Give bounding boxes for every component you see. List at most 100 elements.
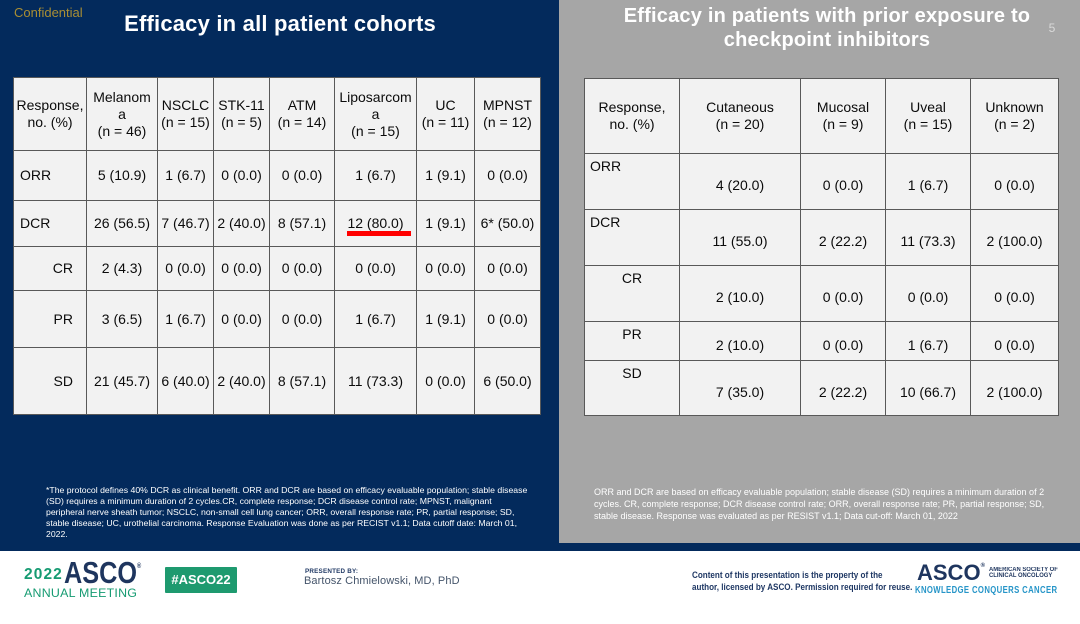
table-cell: 1 (9.1) [416, 150, 475, 201]
table-cell: 0 (0.0) [800, 321, 886, 361]
table-cell: 2 (22.2) [800, 209, 886, 266]
header-cell: Cutaneous (n = 20) [679, 78, 801, 154]
table-cell: 0 (0.0) [885, 265, 971, 322]
presenter-name: Bartosz Chmielowski, MD, PhD [304, 575, 460, 587]
table-cell: 6 (50.0) [474, 347, 541, 415]
table-row: CR 2 (4.3) 0 (0.0) 0 (0.0) 0 (0.0) 0 (0.… [13, 246, 541, 291]
table-cell: 0 (0.0) [269, 246, 335, 291]
header-cell: NSCLC (n = 15) [157, 77, 214, 151]
header-cell: UC (n = 11) [416, 77, 475, 151]
table-cell: 0 (0.0) [970, 321, 1059, 361]
table-cell: 1 (6.7) [157, 290, 214, 348]
table-cell: 10 (66.7) [885, 360, 971, 416]
header-cell: Liposarcom a (n = 15) [334, 77, 417, 151]
header-cell: MPNST (n = 12) [474, 77, 541, 151]
asco-society-logo-text: ASCO [917, 560, 981, 585]
right-footnote: ORR and DCR are based on efficacy evalua… [594, 487, 1045, 521]
all-cohorts-table: Response, no. (%) Melanom a (n = 46) NSC… [13, 77, 541, 415]
table-cell: 11 (73.3) [334, 347, 417, 415]
table-row: DCR 26 (56.5) 7 (46.7) 2 (40.0) 8 (57.1)… [13, 200, 541, 247]
table-cell: 0 (0.0) [269, 150, 335, 201]
footer: 2022 ASCO® ANNUAL MEETING #ASCO22 PRESEN… [0, 551, 1080, 624]
table-cell: 1 (9.1) [416, 200, 475, 247]
registered-mark: ® [137, 563, 142, 570]
left-panel-title: Efficacy in all patient cohorts [124, 11, 436, 36]
row-label: DCR [13, 200, 87, 247]
copyright-notice: Content of this presentation is the prop… [692, 570, 913, 592]
table-cell: 0 (0.0) [213, 246, 270, 291]
table-header-row: Response, no. (%) Cutaneous (n = 20) Muc… [584, 78, 1059, 154]
table-cell: 6 (40.0) [157, 347, 214, 415]
right-panel-title: Efficacy in patients with prior exposure… [623, 5, 1031, 51]
table-cell: 4 (20.0) [679, 153, 801, 210]
table-cell: 11 (55.0) [679, 209, 801, 266]
table-cell: 0 (0.0) [970, 265, 1059, 322]
table-cell: 0 (0.0) [474, 150, 541, 201]
table-cell: 7 (35.0) [679, 360, 801, 416]
left-footnote: *The protocol defines 40% DCR as clinica… [46, 485, 528, 540]
table-cell: 1 (6.7) [157, 150, 214, 201]
asco-meeting-logo-text: ASCO [64, 555, 138, 590]
table-cell: 3 (6.5) [86, 290, 158, 348]
row-label: CR [13, 246, 87, 291]
row-label: ORR [584, 153, 680, 210]
header-cell: Melanom a (n = 46) [86, 77, 158, 151]
table-cell: 11 (73.3) [885, 209, 971, 266]
table-cell: 0 (0.0) [474, 290, 541, 348]
header-cell: Unknown (n = 2) [970, 78, 1059, 154]
table-cell: 0 (0.0) [800, 153, 886, 210]
header-cell: Uveal (n = 15) [885, 78, 971, 154]
header-cell: STK-11 (n = 5) [213, 77, 270, 151]
table-cell: 0 (0.0) [334, 246, 417, 291]
table-cell: 1 (6.7) [885, 153, 971, 210]
table-row: PR 2 (10.0) 0 (0.0) 1 (6.7) 0 (0.0) [584, 321, 1059, 361]
table-cell: 1 (6.7) [885, 321, 971, 361]
table-cell: 0 (0.0) [213, 150, 270, 201]
table-cell: 0 (0.0) [970, 153, 1059, 210]
asco-society-logo: ASCO® [917, 560, 985, 586]
table-cell: 1 (9.1) [416, 290, 475, 348]
row-label: DCR [584, 209, 680, 266]
table-row: ORR 5 (10.9) 1 (6.7) 0 (0.0) 0 (0.0) 1 (… [13, 150, 541, 201]
header-cell: Mucosal (n = 9) [800, 78, 886, 154]
table-cell: 2 (100.0) [970, 209, 1059, 266]
table-cell: 2 (10.0) [679, 265, 801, 322]
row-label: SD [584, 360, 680, 416]
presented-by-label: PRESENTED BY: [305, 568, 359, 575]
table-cell: 0 (0.0) [416, 246, 475, 291]
table-row: SD 7 (35.0) 2 (22.2) 10 (66.7) 2 (100.0) [584, 360, 1059, 416]
table-cell: 2 (22.2) [800, 360, 886, 416]
header-cell: Response, no. (%) [13, 77, 87, 151]
table-row: SD 21 (45.7) 6 (40.0) 2 (40.0) 8 (57.1) … [13, 347, 541, 415]
table-cell: 5 (10.9) [86, 150, 158, 201]
table-cell: 0 (0.0) [157, 246, 214, 291]
highlighted-dcr-liposarcoma-cell: 12 (80.0) [334, 200, 417, 247]
table-cell: 0 (0.0) [416, 347, 475, 415]
dcr-highlight-underline [347, 231, 411, 236]
table-cell: 8 (57.1) [269, 200, 335, 247]
asco-meeting-logo-year: 2022 [24, 566, 63, 583]
table-cell: 26 (56.5) [86, 200, 158, 247]
table-cell: 2 (100.0) [970, 360, 1059, 416]
table-cell: 0 (0.0) [269, 290, 335, 348]
header-cell: Response, no. (%) [584, 78, 680, 154]
row-label: ORR [13, 150, 87, 201]
row-label: CR [584, 265, 680, 322]
table-cell: 2 (40.0) [213, 347, 270, 415]
table-cell: 2 (40.0) [213, 200, 270, 247]
asco-meeting-logo: ASCO® [64, 555, 141, 591]
table-row: DCR 11 (55.0) 2 (22.2) 11 (73.3) 2 (100.… [584, 209, 1059, 266]
table-row: CR 2 (10.0) 0 (0.0) 0 (0.0) 0 (0.0) [584, 265, 1059, 322]
annual-meeting-label: ANNUAL MEETING [24, 586, 138, 600]
hashtag-badge: #ASCO22 [165, 567, 237, 593]
table-cell: 2 (10.0) [679, 321, 801, 361]
table-cell: 6* (50.0) [474, 200, 541, 247]
row-label: PR [13, 290, 87, 348]
asco-tagline: KNOWLEDGE CONQUERS CANCER [915, 585, 1058, 596]
table-cell: 8 (57.1) [269, 347, 335, 415]
prior-exposure-table: Response, no. (%) Cutaneous (n = 20) Muc… [584, 78, 1059, 416]
table-cell: 0 (0.0) [213, 290, 270, 348]
table-cell: 1 (6.7) [334, 150, 417, 201]
society-name: AMERICAN SOCIETY OF CLINICAL ONCOLOGY [989, 567, 1058, 579]
